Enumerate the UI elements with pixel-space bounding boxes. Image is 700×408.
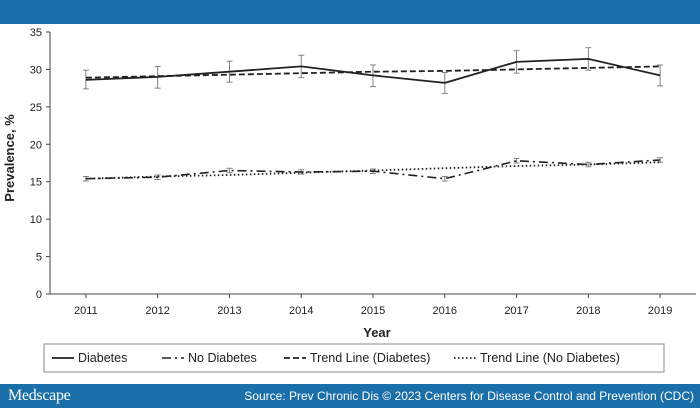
legend-label: Diabetes bbox=[78, 351, 127, 365]
y-tick-label: 30 bbox=[30, 64, 42, 76]
x-tick-label: 2017 bbox=[504, 305, 528, 317]
legend-label: No Diabetes bbox=[188, 351, 257, 365]
series-layer bbox=[82, 47, 664, 182]
y-tick-label: 10 bbox=[30, 214, 42, 226]
y-tick-label: 25 bbox=[30, 102, 42, 114]
y-axis-title: Prevalence, % bbox=[2, 114, 17, 202]
x-tick-label: 2016 bbox=[433, 305, 457, 317]
legend-label: Trend Line (Diabetes) bbox=[310, 351, 430, 365]
x-axis-title: Year bbox=[363, 325, 390, 340]
x-tick-label: 2014 bbox=[289, 305, 313, 317]
x-tick-label: 2013 bbox=[217, 305, 241, 317]
x-tick-label: 2018 bbox=[576, 305, 600, 317]
series-trend-line-diabetes bbox=[85, 65, 661, 79]
y-tick-label: 20 bbox=[30, 139, 42, 151]
top-banner bbox=[0, 0, 700, 24]
y-tick-label: 0 bbox=[36, 289, 42, 301]
series-line bbox=[85, 65, 661, 79]
y-tick-label: 15 bbox=[30, 177, 42, 189]
y-tick-label: 5 bbox=[36, 252, 42, 264]
chart-area: 0 5 10 15 20 25 30 35 2011 2012 2013 2014 2015 2016 20… bbox=[0, 24, 700, 379]
series-no-diabetes bbox=[82, 157, 664, 182]
series-line bbox=[85, 159, 661, 180]
y-tick-label: 35 bbox=[30, 27, 42, 39]
footer-bar: Medscape Source: Prev Chronic Dis © 2023… bbox=[0, 384, 700, 408]
x-tick-label: 2012 bbox=[145, 305, 169, 317]
legend-box bbox=[43, 343, 665, 373]
prevalence-line-chart: 0 5 10 15 20 25 30 35 2011 2012 2013 2014 2015 2016 20… bbox=[2, 27, 696, 373]
legend: Diabetes No Diabetes Trend Line (Diabetes)… bbox=[43, 343, 665, 373]
legend-label: Trend Line (No Diabetes) bbox=[480, 351, 620, 365]
x-tick-label: 2015 bbox=[361, 305, 385, 317]
source-credit: Source: Prev Chronic Dis © 2023 Centers … bbox=[244, 389, 694, 403]
x-tick-label: 2011 bbox=[74, 305, 98, 317]
medscape-logo: Medscape bbox=[8, 387, 71, 404]
series-diabetes bbox=[82, 47, 664, 94]
axes: 0 5 10 15 20 25 30 35 2011 2012 2013 2014 2015 2016 20… bbox=[30, 27, 696, 317]
x-tick-label: 2019 bbox=[648, 305, 672, 317]
